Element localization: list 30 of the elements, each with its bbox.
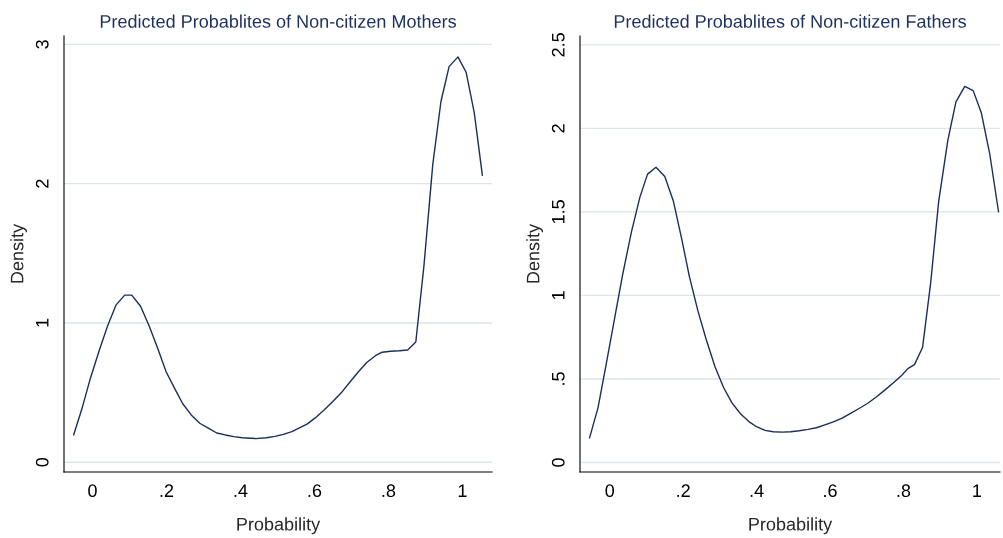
x-tick-label: .2 [677,484,690,497]
x-axis-title: Probability [749,517,833,535]
x-tick-label: .6 [824,484,837,498]
x-tick-label: 1 [973,484,982,497]
y-tick-label: 2.5 [551,33,565,57]
y-tick-label: 2 [35,179,49,188]
y-axis-title: Density [10,223,28,283]
x-tick-label: .2 [160,484,174,497]
x-tick-label: .6 [308,484,322,498]
y-tick-label: 0 [551,458,565,467]
y-axis-title: Density [526,223,544,283]
chart-title: Predicted Probablites of Non-citizen Mothers [100,14,456,28]
y-tick-label: 1 [552,291,565,300]
x-tick-label: .4 [234,484,248,497]
y-tick-label: 0 [35,457,49,467]
line-series [72,56,484,440]
x-axis-title: Probability [237,517,321,535]
x-tick-label: 0 [605,484,615,498]
y-tick-label: 3 [35,40,49,49]
y-tick-label: 1 [36,318,49,327]
y-tick-label: 1.5 [552,200,565,224]
x-tick-label: 1 [458,484,467,497]
y-tick-label: 2 [551,124,565,133]
x-tick-label: .8 [382,484,396,498]
line-series [588,85,1000,439]
x-tick-label: .4 [750,484,764,497]
x-tick-label: .8 [897,484,911,498]
chart-title: Predicted Probablites of Non-citizen Fathers [614,14,966,28]
y-tick-label: .5 [552,372,565,385]
x-tick-label: 0 [88,484,97,498]
